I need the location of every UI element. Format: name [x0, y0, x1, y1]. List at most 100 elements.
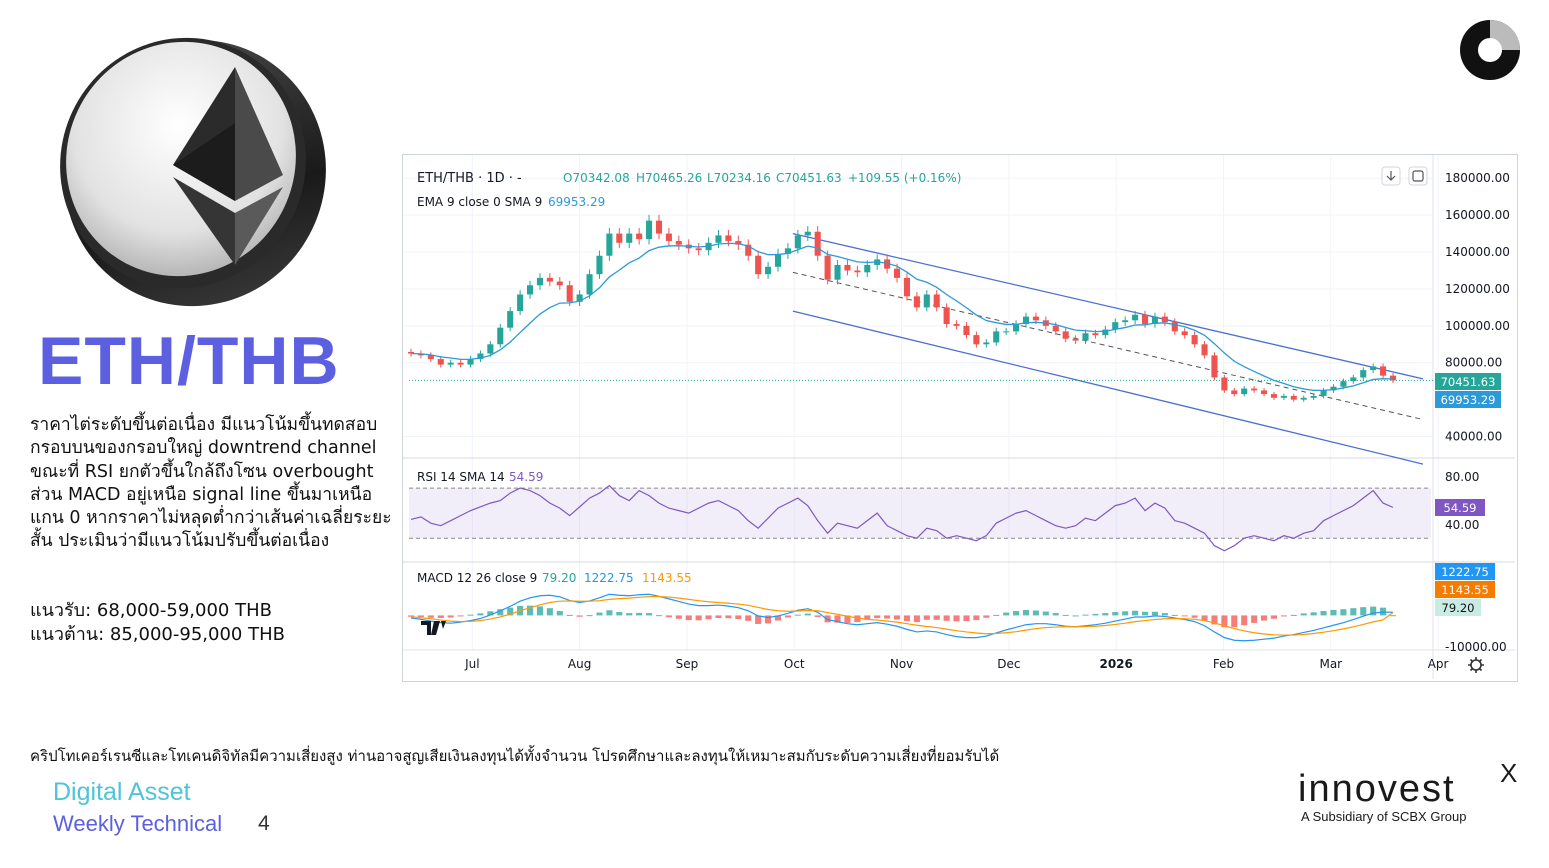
candle-body — [1151, 316, 1158, 324]
macd-hist-bar — [864, 615, 871, 620]
candle-body — [407, 351, 415, 354]
candle-body — [1261, 390, 1268, 395]
rsi-tick-40: 40.00 — [1445, 518, 1479, 532]
candle-body — [913, 296, 920, 308]
macd-hist-bar — [1132, 610, 1139, 616]
candle-body — [854, 270, 861, 273]
macd-hist-bar — [655, 615, 663, 617]
candle-body — [1370, 366, 1377, 371]
candle-body — [626, 233, 633, 243]
candle-body — [636, 233, 643, 240]
svg-text:69953.29: 69953.29 — [1441, 393, 1496, 407]
macd-hist-bar — [1280, 615, 1287, 617]
candle-body — [566, 285, 573, 302]
candle-body — [864, 264, 871, 273]
macd-hist-bar — [1211, 615, 1218, 625]
candle-body — [1201, 344, 1208, 356]
candle-body — [695, 248, 702, 251]
macd-hist-bar — [556, 611, 563, 616]
brand-name: innovest — [1298, 768, 1456, 810]
macd-hist-bar — [903, 615, 911, 622]
ohlc-low: L70234.16 — [707, 171, 771, 185]
macd-hist-bar — [1112, 612, 1119, 616]
settings-gear-icon[interactable] — [1468, 657, 1484, 673]
candle-body — [467, 359, 474, 365]
footer-digital-asset: Digital Asset — [53, 778, 191, 806]
candle-body — [1171, 322, 1178, 332]
candle-body — [497, 327, 504, 345]
macd-hist-bar — [983, 615, 990, 618]
download-icon[interactable] — [1381, 166, 1401, 186]
price-axis: 180000.00 160000.00 140000.00 120000.00 1000… — [1445, 171, 1510, 443]
time-tick: Nov — [890, 657, 913, 671]
candle-body — [1211, 355, 1218, 378]
fullscreen-icon[interactable] — [1408, 166, 1428, 186]
macd-hist-bar — [765, 615, 772, 624]
candle-body — [487, 344, 494, 354]
macd-hist-bar — [874, 615, 881, 618]
rsi-band — [409, 488, 1431, 539]
candle-body — [556, 281, 563, 286]
candle-body — [953, 323, 960, 326]
candle-body — [824, 255, 831, 280]
macd-hist-bar — [993, 614, 1000, 616]
macd-hist-bar — [695, 615, 702, 621]
macd-hist-bar — [774, 615, 782, 621]
macd-hist-bar — [1270, 615, 1278, 619]
macd-value-tag: 1222.75 — [1435, 563, 1495, 580]
macd-hist-bar — [457, 615, 464, 617]
macd-hist-bar — [1201, 615, 1208, 621]
candle-body — [844, 264, 851, 271]
macd-hist-bar — [1122, 611, 1129, 616]
brand-mark: X — [1500, 758, 1518, 788]
svg-text:1143.55: 1143.55 — [1441, 583, 1489, 597]
macd-hist-bar — [546, 608, 553, 616]
time-tick: Feb — [1213, 657, 1234, 671]
macd-hist-bar — [616, 612, 623, 616]
candle-body — [1231, 390, 1238, 395]
candle-body — [1340, 381, 1347, 387]
macd-hist-bar — [1062, 614, 1069, 616]
candle-body — [1122, 320, 1129, 323]
grid — [403, 155, 1439, 650]
candle-body — [1360, 370, 1367, 378]
candle-body — [1389, 375, 1397, 381]
candle-body — [1251, 388, 1258, 391]
candle-body — [725, 235, 732, 241]
time-axis: Jul Aug Sep Oct Nov Dec 2026 Feb Mar Apr — [464, 657, 1448, 671]
macd-hist-bar — [1340, 609, 1347, 616]
page-number: 4 — [258, 812, 270, 835]
candle-body — [1003, 331, 1010, 333]
macd-hist-bar — [923, 615, 930, 620]
support-level: แนวรับ: 68,000-59,000 THB — [30, 600, 272, 621]
candle-body — [745, 244, 752, 256]
macd-hist-bar — [1261, 615, 1268, 621]
macd-hist-bar — [913, 615, 920, 623]
candle-body — [903, 277, 911, 297]
time-tick: Sep — [676, 657, 699, 671]
macd-hist-bar — [675, 615, 682, 619]
macd-hist-bar — [1102, 613, 1109, 616]
candle-body — [715, 235, 722, 243]
price-tick: 100000.00 — [1445, 319, 1510, 333]
macd-hist-bar — [1330, 609, 1337, 616]
macd-hist-bar — [536, 606, 543, 616]
macd-hist-bar — [596, 612, 603, 616]
macd-hist-bar — [884, 615, 891, 619]
macd-hist-bar — [1221, 615, 1228, 628]
macd-hist-bar — [497, 609, 504, 616]
candle-body — [507, 311, 514, 328]
macd-hist-bar — [893, 615, 901, 620]
macd-hist-bar — [606, 610, 613, 616]
candle-body — [457, 362, 464, 365]
time-tick: Apr — [1428, 657, 1449, 671]
candle-body — [1141, 314, 1149, 324]
candle-body — [437, 359, 444, 365]
macd-hist-bar — [755, 615, 762, 624]
tradingview-logo-icon — [421, 621, 446, 635]
candle-body — [1022, 316, 1030, 324]
ema-line — [410, 242, 1394, 392]
macd-histogram — [407, 605, 1397, 628]
macd-hist-bar — [844, 615, 851, 623]
signal-line — [410, 595, 1394, 636]
